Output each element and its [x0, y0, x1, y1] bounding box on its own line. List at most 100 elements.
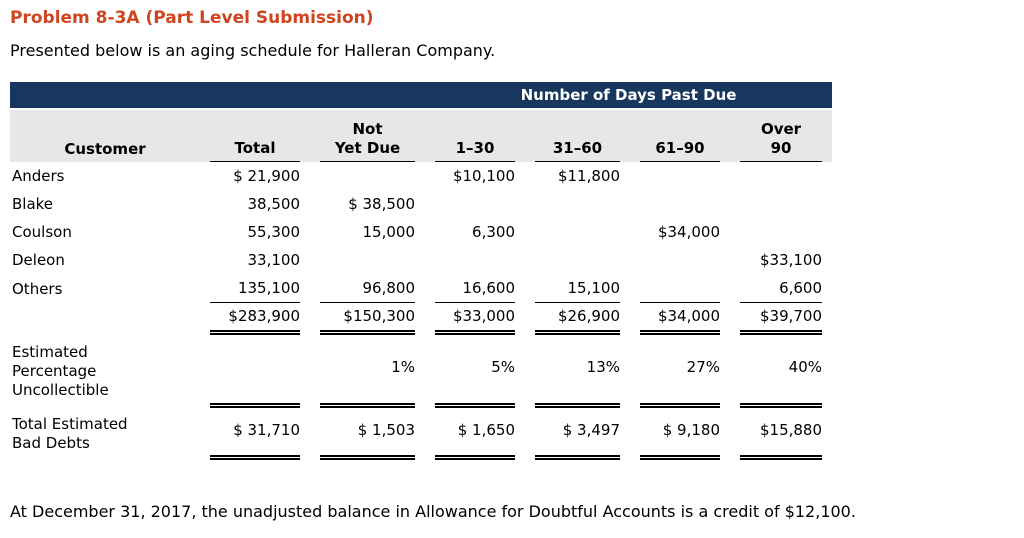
cell-not-yet-due: 15,000 — [310, 218, 425, 246]
cell-31-60: $11,800 — [525, 162, 630, 190]
header-31-60: 31–60 — [525, 109, 630, 162]
cell-31-60 — [525, 190, 630, 218]
cell-31-60-text: $26,900 — [535, 303, 620, 335]
banner-row: Number of Days Past Due — [10, 82, 833, 110]
header-total-text: Total — [210, 139, 300, 162]
table-row-anders: Anders $ 21,900 $10,100 $11,800 — [10, 162, 832, 190]
cell-31-60-text: $ 3,497 — [535, 408, 620, 460]
cell-over-90: $33,100 — [730, 246, 832, 274]
problem-page: Problem 8-3A (Part Level Submission) Pre… — [10, 8, 856, 521]
cell-61-90-text: $34,000 — [640, 303, 720, 335]
cell-1-30-text: $10,100 — [452, 167, 515, 185]
cell-total: $283,900 — [200, 303, 310, 335]
cell-total-text: $283,900 — [210, 303, 300, 335]
header-1-30-text: 1–30 — [435, 139, 515, 162]
cell-61-90: 27% — [630, 335, 730, 408]
header-1-30: 1–30 — [425, 109, 525, 162]
cell-31-60-text — [535, 246, 620, 274]
header-over-90: Over 90 — [730, 109, 833, 162]
cell-over-90-text: 6,600 — [740, 274, 823, 303]
cell-1-30-text: 16,600 — [435, 274, 515, 303]
cell-total: 135,100 — [200, 274, 310, 303]
table-row-others: Others 135,100 96,800 16,600 15,100 6,60… — [10, 274, 832, 303]
cell-1-30: 6,300 — [425, 218, 525, 246]
cell-31-60: 13% — [525, 335, 630, 408]
cell-not-yet-due-text: $ 1,503 — [320, 408, 415, 460]
cell-total-text: 38,500 — [247, 195, 301, 213]
customer-name: Deleon — [12, 251, 65, 269]
cell-61-90: $34,000 — [630, 218, 730, 246]
cell-total-text: 33,100 — [247, 251, 301, 269]
cell-1-30: 16,600 — [425, 274, 525, 303]
header-over-90-text: Over 90 — [740, 120, 823, 162]
cell-over-90: 40% — [730, 335, 832, 408]
cell-31-60: $26,900 — [525, 303, 630, 335]
cell-not-yet-due-text: 15,000 — [362, 223, 416, 241]
cell-total: 33,100 — [200, 246, 310, 274]
header-61-90-text: 61–90 — [640, 139, 720, 162]
cell-over-90-text: $39,700 — [740, 303, 823, 335]
cell-not-yet-due-text — [320, 162, 415, 190]
table-row-deleon: Deleon 33,100 $33,100 — [10, 246, 832, 274]
cell-1-30-text — [435, 246, 515, 274]
cell-over-90: $39,700 — [730, 303, 832, 335]
cell-customer: Blake — [10, 190, 200, 218]
cell-1-30-text — [435, 190, 515, 218]
cell-not-yet-due-text: $ 38,500 — [348, 195, 415, 213]
cell-61-90-text: $ 9,180 — [640, 408, 720, 460]
cell-61-90: $ 9,180 — [630, 408, 730, 460]
cell-31-60-text: $11,800 — [557, 167, 620, 185]
cell-over-90-text — [740, 218, 822, 246]
cell-31-60-text: 13% — [535, 335, 620, 408]
cell-over-90: 6,600 — [730, 274, 832, 303]
cell-customer: Anders — [10, 162, 200, 190]
cell-not-yet-due-text: 1% — [320, 335, 415, 408]
cell-over-90-text: $15,880 — [740, 408, 823, 460]
cell-not-yet-due-text — [320, 246, 415, 274]
header-not-yet-due: Not Yet Due — [310, 109, 425, 162]
cell-31-60-text: 15,100 — [535, 274, 620, 303]
table-row-bad-debts: Total Estimated Bad Debts $ 31,710 $ 1,5… — [10, 408, 832, 460]
cell-61-90-text — [640, 190, 720, 218]
cell-61-90-text — [640, 246, 720, 274]
banner-spacer — [10, 82, 425, 110]
page-title: Problem 8-3A (Part Level Submission) — [10, 8, 374, 28]
table-row-totals: $283,900 $150,300 $33,000 $26,900 $34,00… — [10, 303, 832, 335]
cell-1-30: 5% — [425, 335, 525, 408]
cell-61-90-text: $34,000 — [657, 223, 720, 241]
cell-not-yet-due-text: $150,300 — [320, 303, 415, 335]
cell-not-yet-due — [310, 246, 425, 274]
cell-total-text: $ 31,710 — [210, 408, 300, 460]
cell-total-text — [210, 335, 300, 408]
cell-over-90: $15,880 — [730, 408, 832, 460]
cell-31-60-text — [535, 218, 620, 246]
cell-1-30-text: $33,000 — [435, 303, 515, 335]
cell-31-60: $ 3,497 — [525, 408, 630, 460]
intro-text: Presented below is an aging schedule for… — [10, 41, 496, 60]
cell-customer — [10, 303, 200, 335]
row-label-estimated-percentage: Estimated Percentage Uncollectible — [12, 343, 109, 399]
cell-1-30-text: $ 1,650 — [435, 408, 515, 460]
customer-name: Others — [12, 280, 63, 298]
cell-customer: Deleon — [10, 246, 200, 274]
cell-61-90: $34,000 — [630, 303, 730, 335]
header-61-90: 61–90 — [630, 109, 730, 162]
cell-not-yet-due: $150,300 — [310, 303, 425, 335]
cell-total-text: $ 21,900 — [233, 167, 300, 185]
cell-1-30: $33,000 — [425, 303, 525, 335]
header-row: Customer Total Not Yet Due 1–30 31–60 61… — [10, 109, 833, 162]
cell-total: $ 31,710 — [200, 408, 310, 460]
table-row-coulson: Coulson 55,300 15,000 6,300 $34,000 — [10, 218, 832, 246]
cell-1-30 — [425, 246, 525, 274]
aging-schedule-table: Number of Days Past Due Customer Total N… — [10, 82, 833, 460]
cell-not-yet-due: $ 38,500 — [310, 190, 425, 218]
header-customer: Customer — [10, 109, 200, 162]
cell-1-30-text: 5% — [435, 335, 515, 408]
header-total: Total — [200, 109, 310, 162]
table-row-blake: Blake 38,500 $ 38,500 — [10, 190, 832, 218]
cell-over-90 — [730, 162, 832, 190]
cell-31-60-text — [535, 190, 620, 218]
cell-61-90-text — [640, 274, 720, 303]
cell-1-30: $10,100 — [425, 162, 525, 190]
customer-name: Coulson — [12, 223, 72, 241]
